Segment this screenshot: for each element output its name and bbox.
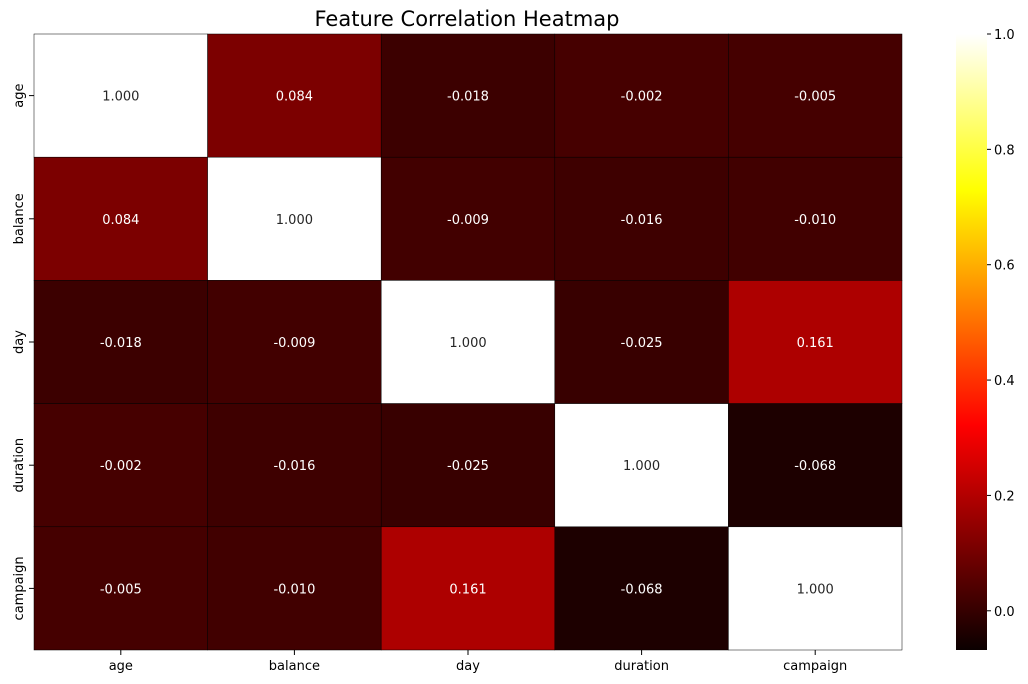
cell-label: -0.009 xyxy=(447,213,489,228)
cell-label: -0.068 xyxy=(621,582,663,597)
cell-label: 1.000 xyxy=(276,213,313,228)
heatmap-cell-campaign-campaign xyxy=(728,526,903,651)
cell-label: -0.018 xyxy=(100,336,142,351)
y-tick-label-balance: balance xyxy=(12,193,27,244)
cell-label: -0.005 xyxy=(794,90,836,105)
colorbar-gradient xyxy=(956,34,987,650)
heatmap-cell-balance-balance xyxy=(207,156,382,281)
heatmap-cell-day-balance xyxy=(207,280,382,404)
colorbar-tick-label: 0.2 xyxy=(994,489,1015,504)
colorbar-tick-label: 0.0 xyxy=(994,605,1015,620)
heatmap-cell-age-balance xyxy=(207,33,382,158)
heatmap-cell-duration-duration xyxy=(554,403,729,528)
cell-annotations: 1.000 0.084 -0.018 -0.002 -0.005 0.084 1.000 -0… xyxy=(100,90,836,598)
heatmap-cell-duration-day xyxy=(380,403,556,528)
colorbar-tick-label: 0.8 xyxy=(994,143,1015,158)
y-axis: age balance day duration campaign xyxy=(12,83,34,620)
heatmap-cell-balance-campaign xyxy=(728,156,903,281)
x-tick-label-duration: duration xyxy=(614,659,669,674)
x-axis: age balance day duration campaign xyxy=(109,650,847,674)
colorbar-tick-label: 1.0 xyxy=(994,28,1015,43)
heatmap-cell-campaign-balance xyxy=(207,526,382,651)
cell-label: -0.068 xyxy=(794,459,836,474)
heatmap-cell-duration-balance xyxy=(207,403,382,528)
cell-label: 0.084 xyxy=(102,213,139,228)
cell-label: -0.010 xyxy=(794,213,836,228)
heatmap-cell-age-day xyxy=(380,33,556,158)
cell-label: -0.002 xyxy=(621,90,663,105)
heatmap-cell-campaign-day xyxy=(380,526,556,651)
x-tick-label-campaign: campaign xyxy=(783,659,847,674)
cell-label: -0.025 xyxy=(621,336,663,351)
colorbar: 0.0 0.2 0.4 0.6 0.8 1.0 xyxy=(956,28,1015,650)
cell-label: 1.000 xyxy=(449,336,486,351)
cell-label: -0.005 xyxy=(100,582,142,597)
y-tick-label-age: age xyxy=(12,83,27,107)
colorbar-tick-label: 0.4 xyxy=(994,374,1015,389)
cell-label: 0.161 xyxy=(449,582,486,597)
cell-label: 1.000 xyxy=(102,90,139,105)
colorbar-tick-label: 0.6 xyxy=(994,259,1015,274)
cell-label: -0.009 xyxy=(273,336,315,351)
heatmap-cell-age-campaign xyxy=(728,33,903,158)
heatmap-cell-day-duration xyxy=(554,280,729,404)
cell-label: 0.161 xyxy=(797,336,834,351)
heatmap-cell-day-campaign xyxy=(728,280,903,404)
x-tick-label-balance: balance xyxy=(269,659,320,674)
cell-label: -0.002 xyxy=(100,459,142,474)
y-tick-label-duration: duration xyxy=(12,438,27,493)
x-tick-label-day: day xyxy=(456,659,480,674)
heatmap-cell-balance-age xyxy=(33,156,208,281)
heatmap-cell-age-duration xyxy=(554,33,729,158)
cell-label: -0.010 xyxy=(273,582,315,597)
x-tick-label-age: age xyxy=(109,659,133,674)
heatmap-cell-day-day xyxy=(380,280,556,404)
y-tick-label-day: day xyxy=(12,330,27,354)
cell-label: -0.018 xyxy=(447,90,489,105)
cell-label: 1.000 xyxy=(623,459,660,474)
cell-label: -0.025 xyxy=(447,459,489,474)
heatmap-cells xyxy=(33,33,903,651)
chart-title: Feature Correlation Heatmap xyxy=(315,7,620,31)
cell-label: 0.084 xyxy=(276,90,313,105)
cell-label: -0.016 xyxy=(273,459,315,474)
cell-label: 1.000 xyxy=(797,582,834,597)
heatmap-cell-age-age xyxy=(33,33,208,158)
cell-label: -0.016 xyxy=(621,213,663,228)
heatmap-cell-duration-campaign xyxy=(728,403,903,528)
heatmap-cell-campaign-age xyxy=(33,526,208,651)
heatmap-cell-balance-day xyxy=(380,156,556,281)
y-tick-label-campaign: campaign xyxy=(12,556,27,620)
